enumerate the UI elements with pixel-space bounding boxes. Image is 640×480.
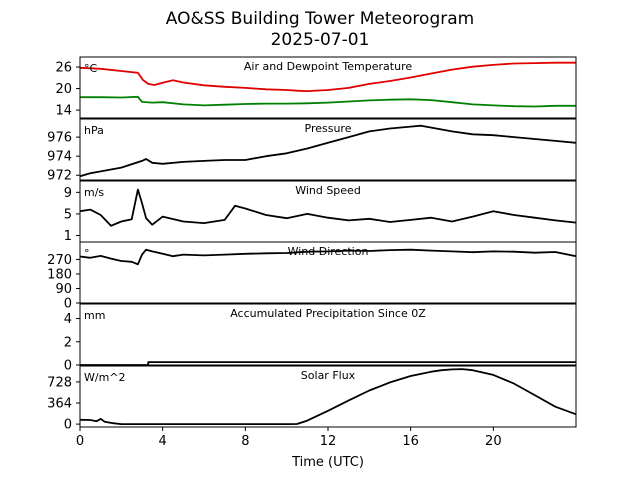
y-tick-label: 976 bbox=[47, 131, 72, 146]
panel-frame bbox=[79, 241, 577, 304]
panel-frame bbox=[79, 303, 577, 366]
panel-air-and-dewpoint-temperature: 14 20 26 °C Air and Dewpoint Temperature bbox=[55, 56, 577, 119]
panel-unit-label: m/s bbox=[84, 186, 104, 199]
panel-title: Air and Dewpoint Temperature bbox=[244, 60, 412, 73]
panel-title: Accumulated Precipitation Since 0Z bbox=[230, 307, 426, 320]
series-line-accumulated-precipitation-since-0z-1 bbox=[80, 361, 576, 365]
panel-unit-label: W/m^2 bbox=[84, 371, 126, 384]
x-axis: 0 4 8 12 16 20 bbox=[76, 427, 502, 449]
y-tick-label: 180 bbox=[47, 267, 72, 282]
panel-unit-label: hPa bbox=[84, 124, 104, 137]
y-tick-label: 0 bbox=[64, 359, 72, 374]
x-tick-label: 0 bbox=[76, 434, 84, 449]
y-tick-label: 364 bbox=[47, 397, 72, 412]
panel-frame bbox=[79, 56, 577, 119]
y-tick-label: 14 bbox=[55, 104, 72, 119]
series-line-pressure-1 bbox=[80, 124, 576, 178]
panel-wind-speed: 1 5 9 m/s Wind Speed bbox=[64, 180, 577, 244]
panel-title: Wind Direction bbox=[288, 245, 369, 258]
panel-accumulated-precipitation-since-0z: 0 2 4 mm Accumulated Precipitation Since 0Z bbox=[64, 303, 577, 374]
x-tick-label: 20 bbox=[485, 434, 502, 449]
x-tick-label: 4 bbox=[159, 434, 167, 449]
y-tick-label: 2 bbox=[64, 335, 72, 350]
panel-title: Wind Speed bbox=[295, 184, 361, 197]
panel-solar-flux: 0 364 728 W/m^2 Solar Flux bbox=[47, 365, 577, 433]
y-tick-label: 5 bbox=[64, 207, 72, 222]
y-tick-label: 974 bbox=[47, 150, 72, 165]
series-line-wind-direction-1 bbox=[80, 248, 576, 266]
series-line-solar-flux-1 bbox=[80, 368, 576, 426]
panel-title: Pressure bbox=[305, 122, 352, 135]
y-tick-label: 1 bbox=[64, 229, 72, 244]
y-tick-label: 0 bbox=[64, 418, 72, 433]
series-line-air-and-dewpoint-temperature-1 bbox=[80, 61, 576, 92]
panel-unit-label: mm bbox=[84, 309, 105, 322]
panel-pressure: 972 974 976 hPa Pressure bbox=[47, 118, 577, 184]
chart-subtitle: 2025-07-01 bbox=[271, 30, 370, 50]
y-tick-label: 972 bbox=[47, 169, 72, 184]
y-tick-label: 0 bbox=[64, 297, 72, 312]
y-tick-label: 20 bbox=[55, 82, 72, 97]
panel-unit-label: °C bbox=[84, 62, 98, 75]
y-tick-label: 270 bbox=[47, 253, 72, 268]
x-tick-label: 16 bbox=[402, 434, 419, 449]
y-tick-label: 4 bbox=[64, 312, 72, 327]
series-line-air-and-dewpoint-temperature-2 bbox=[80, 95, 576, 108]
panel-frame bbox=[79, 118, 577, 181]
y-tick-label: 9 bbox=[64, 186, 72, 201]
chart-title: AO&SS Building Tower Meteorogram bbox=[166, 9, 474, 29]
panel-unit-label: ° bbox=[84, 247, 90, 260]
y-tick-label: 728 bbox=[47, 375, 72, 390]
x-tick-label: 12 bbox=[320, 434, 337, 449]
y-tick-label: 26 bbox=[55, 61, 72, 76]
x-axis-label: Time (UTC) bbox=[291, 455, 364, 470]
series-line-wind-speed-1 bbox=[80, 188, 576, 227]
panel-title: Solar Flux bbox=[301, 369, 356, 382]
y-tick-label: 90 bbox=[55, 282, 72, 297]
x-tick-label: 8 bbox=[241, 434, 249, 449]
